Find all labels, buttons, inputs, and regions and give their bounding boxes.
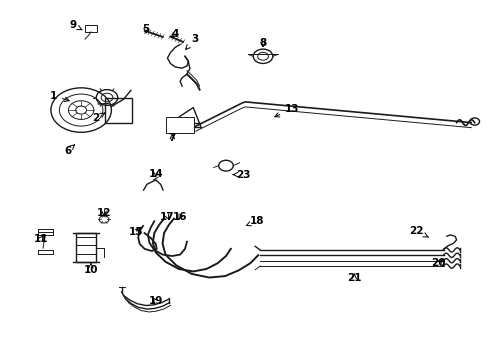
- Text: 15: 15: [129, 227, 143, 237]
- Text: 9: 9: [69, 20, 81, 30]
- Text: 3: 3: [185, 35, 198, 49]
- Text: 6: 6: [64, 145, 75, 156]
- Text: 19: 19: [148, 296, 163, 306]
- Text: 7: 7: [168, 133, 176, 143]
- Text: 16: 16: [173, 212, 187, 221]
- Text: 20: 20: [430, 258, 445, 268]
- Text: 1: 1: [50, 91, 69, 102]
- Text: 13: 13: [274, 104, 299, 117]
- Bar: [76, 233, 96, 262]
- Text: 23: 23: [233, 170, 250, 180]
- Text: 8: 8: [259, 38, 266, 48]
- Text: 18: 18: [246, 216, 264, 226]
- Text: 22: 22: [408, 226, 428, 237]
- Text: 5: 5: [142, 24, 149, 35]
- Text: 21: 21: [346, 273, 361, 283]
- Bar: [85, 26, 97, 32]
- Text: 17: 17: [160, 212, 174, 221]
- Text: 12: 12: [97, 208, 111, 218]
- Bar: [165, 117, 193, 133]
- Bar: [105, 98, 132, 123]
- Text: 11: 11: [33, 234, 48, 244]
- Text: 2: 2: [92, 113, 104, 123]
- Text: 4: 4: [171, 29, 179, 39]
- Text: 14: 14: [148, 168, 163, 179]
- Text: 10: 10: [83, 262, 98, 275]
